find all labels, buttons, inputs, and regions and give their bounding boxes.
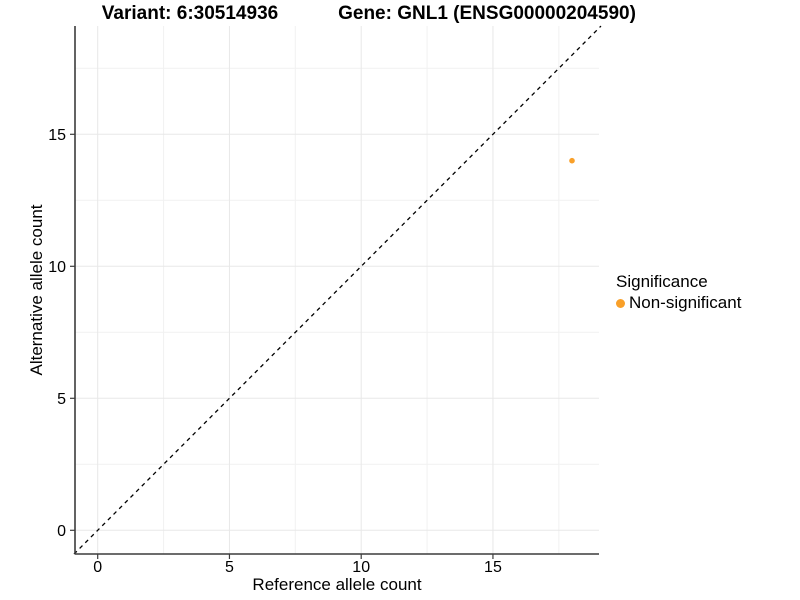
x-tick-label: 10 <box>352 559 370 576</box>
identity-line <box>73 25 602 555</box>
data-point <box>569 157 575 164</box>
y-tick-label: 10 <box>48 259 66 276</box>
plot-title-gene: Gene: GNL1 (ENSG00000204590) <box>338 3 636 24</box>
y-axis-title: Alternative allele count <box>27 204 46 376</box>
legend-item-label: Non-significant <box>629 293 742 312</box>
x-tick-label: 0 <box>93 559 102 576</box>
legend-item: Non-significant <box>616 293 741 313</box>
plot-title-variant: Variant: 6:30514936 <box>101 3 279 24</box>
x-axis-title: Reference allele count <box>252 575 422 594</box>
legend: Significance Non-significant <box>616 272 741 313</box>
y-tick-label: 5 <box>57 391 66 408</box>
legend-point-icon <box>616 298 625 308</box>
x-tick-label: 15 <box>484 559 502 576</box>
legend-title: Significance <box>616 272 708 291</box>
y-tick-label: 15 <box>48 127 66 144</box>
x-tick-label: 5 <box>225 559 234 576</box>
y-tick-label: 0 <box>57 523 66 540</box>
